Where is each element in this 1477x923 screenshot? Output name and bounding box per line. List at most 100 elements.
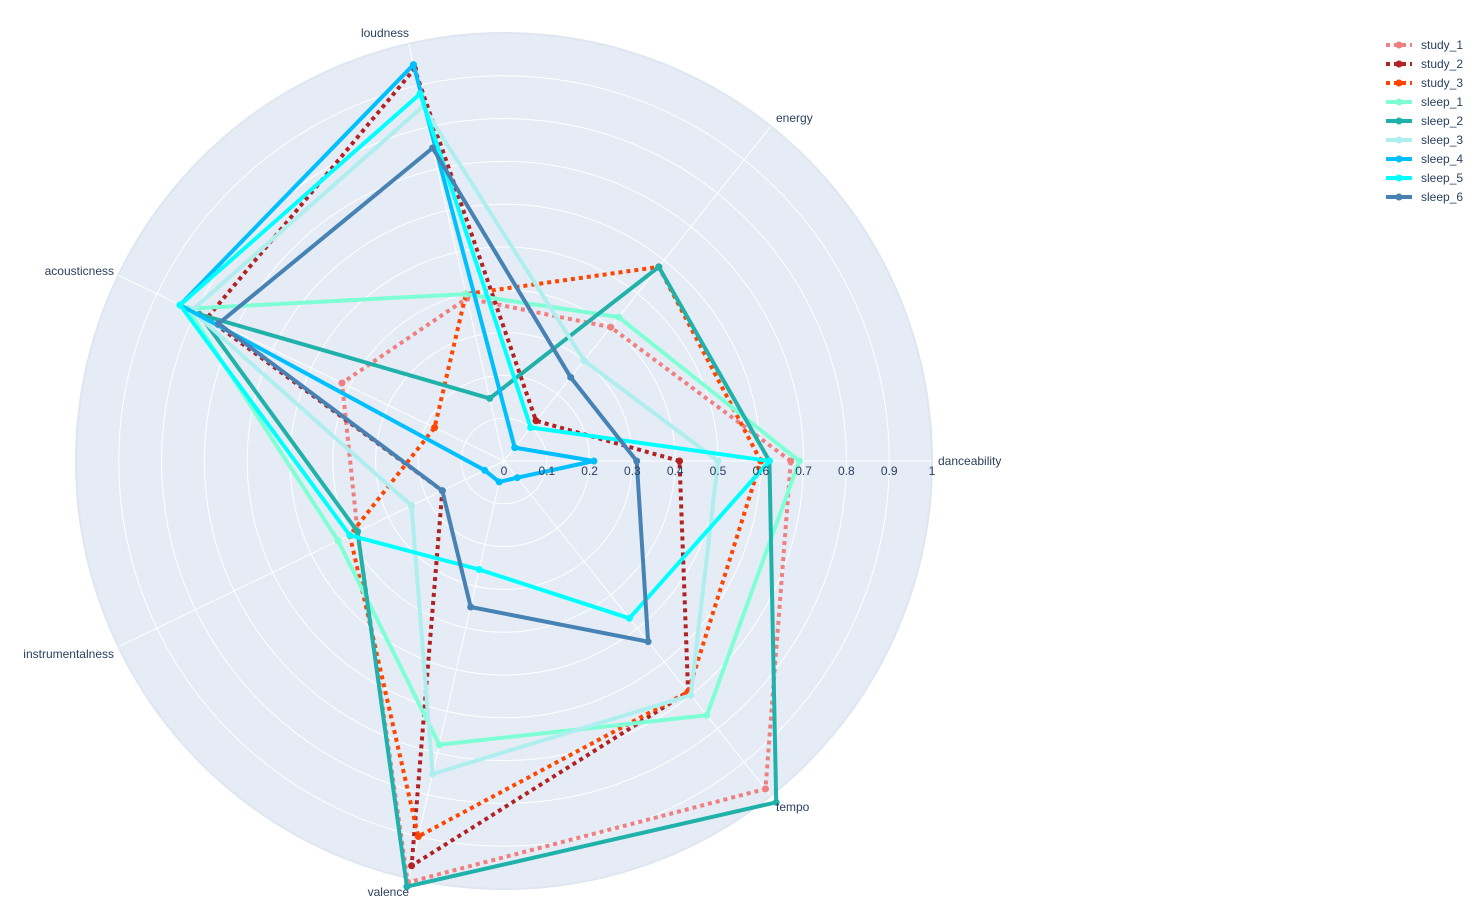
series-line: [347, 264, 763, 839]
data-point: [795, 457, 803, 465]
legend-item-sleep-5[interactable]: sleep_5: [1386, 171, 1463, 185]
data-point: [762, 785, 769, 793]
radial-tick-label: 0.1: [538, 464, 555, 478]
polar-grid: [75, 32, 933, 890]
legend-swatch-marker: [1395, 60, 1403, 68]
data-point: [481, 466, 489, 474]
series-sleep-3: [188, 102, 722, 778]
data-point: [486, 394, 494, 402]
legend-label: sleep_2: [1421, 114, 1463, 128]
legend-label: study_3: [1421, 76, 1463, 90]
data-point: [431, 424, 439, 432]
data-point: [414, 833, 422, 840]
data-point: [338, 379, 346, 387]
legend-swatch-marker: [1395, 41, 1403, 49]
radial-tick-label: 0.2: [581, 464, 598, 478]
data-point: [625, 614, 633, 622]
data-point: [676, 457, 683, 465]
data-point: [765, 457, 773, 465]
data-point: [513, 474, 521, 482]
radial-tick-label: 0.9: [881, 464, 898, 478]
data-point: [438, 487, 446, 495]
legend-item-sleep-2[interactable]: sleep_2: [1386, 114, 1463, 128]
data-point: [615, 313, 623, 321]
legend-swatch-marker: [1395, 79, 1403, 87]
data-point: [687, 691, 695, 699]
legend-label: sleep_5: [1421, 171, 1463, 185]
data-point: [655, 263, 663, 271]
data-point: [215, 320, 223, 328]
data-point: [408, 502, 415, 510]
data-point: [527, 424, 535, 431]
axis-label-acousticness: acousticness: [45, 264, 114, 278]
legend-swatch-marker: [1395, 136, 1403, 144]
legend-label: sleep_6: [1421, 190, 1463, 204]
series-line: [189, 104, 720, 776]
axis-label-energy: energy: [776, 111, 813, 125]
data-point: [176, 301, 184, 309]
data-point: [511, 444, 519, 452]
data-point: [580, 357, 588, 365]
legend[interactable]: study_1 study_2 study_3 sleep_1 sleep_2sleep…: [1386, 38, 1463, 204]
series-sleep-6: [215, 144, 652, 646]
radial-tick-label: 0: [501, 464, 508, 478]
legend-label: sleep_1: [1421, 95, 1463, 109]
series-line: [216, 146, 651, 644]
series-line: [185, 292, 802, 747]
radial-tick-label: 0.8: [838, 464, 855, 478]
data-point: [416, 90, 424, 98]
data-point: [410, 61, 417, 69]
legend-item-sleep-3[interactable]: sleep_3: [1386, 133, 1463, 147]
data-point: [495, 478, 503, 486]
legend-label: sleep_4: [1421, 152, 1463, 166]
grid-spoke: [503, 460, 772, 796]
axis-label-loudness: loudness: [361, 26, 409, 40]
data-point: [429, 144, 437, 152]
data-point: [703, 711, 711, 719]
data-point: [462, 290, 470, 298]
radial-axis-ticks: 0 0.1 0.2 0.3 0.4 0.5 0.6 0.7 0.8 0.9 1: [501, 464, 936, 478]
radial-tick-label: 0.5: [710, 464, 727, 478]
data-point: [532, 417, 540, 425]
legend-item-sleep-1[interactable]: sleep_1: [1386, 95, 1463, 109]
radial-tick-label: 0.4: [667, 464, 684, 478]
legend-item-sleep-6[interactable]: sleep_6: [1386, 190, 1463, 204]
series-line: [178, 91, 772, 621]
axis-label-valence: valence: [368, 885, 410, 899]
axis-label-danceability: danceability: [938, 454, 1001, 468]
legend-swatch-marker: [1395, 98, 1403, 106]
legend-item-sleep-4[interactable]: sleep_4: [1386, 152, 1463, 166]
legend-item-study-3[interactable]: study_3: [1386, 76, 1463, 90]
axis-label-tempo: tempo: [776, 800, 810, 814]
radial-tick-label: 0.3: [624, 464, 641, 478]
data-point: [590, 457, 598, 465]
data-point: [467, 603, 475, 611]
data-point: [354, 528, 361, 536]
legend-item-study-1[interactable]: study_1: [1386, 38, 1463, 52]
radial-tick-label: 1: [929, 464, 936, 478]
axis-label-instrumentalness: instrumentalness: [23, 647, 114, 661]
legend-label: study_2: [1421, 57, 1463, 71]
series-line: [197, 264, 779, 889]
data-point: [567, 373, 575, 381]
grid-spoke: [408, 460, 505, 879]
data-point: [403, 883, 411, 891]
series-traces: [176, 61, 803, 891]
data-point: [334, 537, 342, 545]
data-point: [429, 770, 437, 778]
data-point: [346, 531, 354, 539]
legend-swatch-marker: [1395, 155, 1403, 163]
angular-axis-labels: danceability energy loudness acousticness in…: [23, 26, 1001, 899]
data-point: [475, 566, 483, 573]
radial-tick-label: 0.6: [752, 464, 769, 478]
data-point: [408, 862, 416, 870]
legend-swatch-marker: [1395, 174, 1403, 182]
data-point: [644, 638, 652, 646]
data-point: [633, 457, 641, 465]
data-point: [435, 741, 443, 749]
data-point: [714, 457, 722, 465]
legend-swatch-marker: [1395, 117, 1403, 125]
legend-item-study-2[interactable]: study_2: [1386, 57, 1463, 71]
